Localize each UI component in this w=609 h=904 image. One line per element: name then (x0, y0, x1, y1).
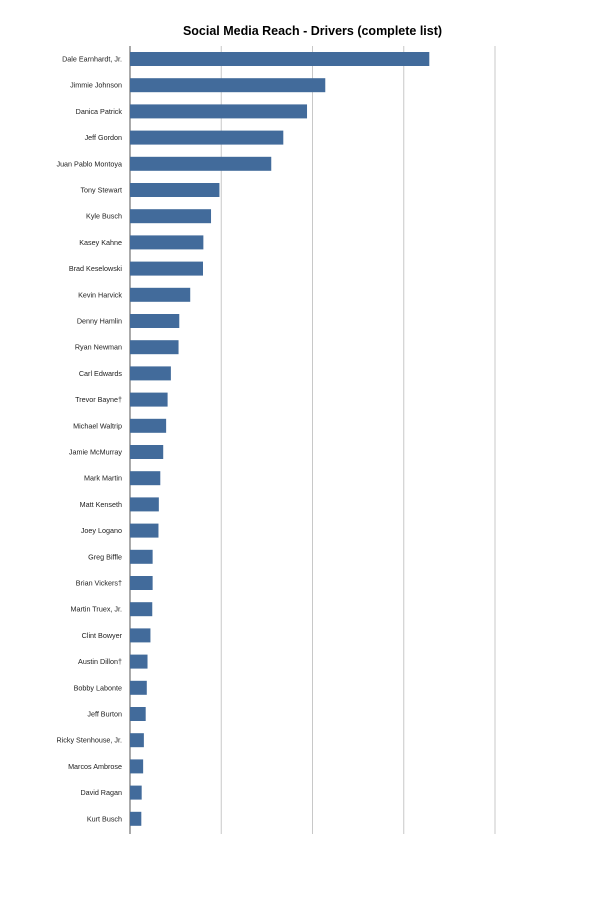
bar (130, 261, 203, 276)
bar (130, 209, 212, 224)
category-label: Jeff Gordon (85, 133, 122, 142)
bar (130, 130, 284, 145)
bar (130, 680, 147, 695)
bar (130, 340, 179, 355)
category-label: Clint Bowyer (82, 631, 123, 640)
bar (130, 104, 308, 119)
bar (130, 497, 159, 512)
bar (130, 471, 161, 486)
category-label: Jeff Burton (87, 710, 122, 719)
bar (130, 707, 146, 721)
category-label: Brad Keselowski (69, 264, 123, 273)
category-label: Austin Dillon† (78, 657, 122, 666)
bar (130, 156, 272, 171)
bar (130, 602, 153, 617)
category-label: Kurt Busch (87, 814, 122, 823)
bar (130, 733, 144, 748)
bar (130, 549, 153, 564)
bar (130, 235, 204, 250)
bar (130, 314, 180, 328)
bar (130, 523, 159, 538)
bar (130, 78, 326, 93)
category-label: Marcos Ambrose (68, 762, 122, 771)
bar (130, 785, 142, 800)
bar (130, 628, 151, 643)
bar (130, 811, 142, 826)
category-label: Bobby Labonte (74, 683, 122, 692)
bar (130, 445, 164, 459)
category-label: Carl Edwards (79, 369, 123, 378)
category-label: Kyle Busch (86, 212, 122, 221)
category-label: Martin Truex, Jr. (70, 605, 122, 614)
category-label: Jimmie Johnson (70, 81, 122, 90)
bar (130, 183, 220, 197)
category-label: Denny Hamlin (77, 317, 122, 326)
category-label: Kevin Harvick (78, 290, 122, 299)
bar (130, 418, 167, 433)
category-label: Mark Martin (84, 474, 122, 483)
category-label: Michael Waltrip (73, 421, 122, 430)
category-label: David Ragan (80, 788, 122, 797)
category-label: Joey Logano (81, 526, 122, 535)
category-label: Kasey Kahne (79, 238, 122, 247)
category-label: Danica Patrick (76, 107, 123, 116)
category-label: Brian Vickers† (76, 579, 122, 588)
category-label: Ricky Stenhouse, Jr. (56, 736, 122, 745)
category-label: Juan Pablo Montoya (56, 159, 122, 168)
bar (130, 654, 148, 669)
category-label: Dale Earnhardt, Jr. (62, 55, 122, 64)
bar (130, 392, 168, 407)
category-label: Trevor Bayne† (75, 395, 122, 404)
category-label: Tony Stewart (80, 186, 122, 195)
category-label: Greg Biffle (88, 552, 122, 561)
chart-title: Social Media Reach - Drivers (complete l… (182, 24, 443, 38)
bar (130, 287, 191, 302)
bar (130, 759, 144, 774)
category-label: Matt Kenseth (80, 500, 122, 509)
category-label: Ryan Newman (75, 343, 122, 352)
category-label: Jamie McMurray (69, 448, 123, 457)
bar (130, 366, 171, 381)
bar (130, 52, 430, 66)
bar (130, 576, 153, 590)
